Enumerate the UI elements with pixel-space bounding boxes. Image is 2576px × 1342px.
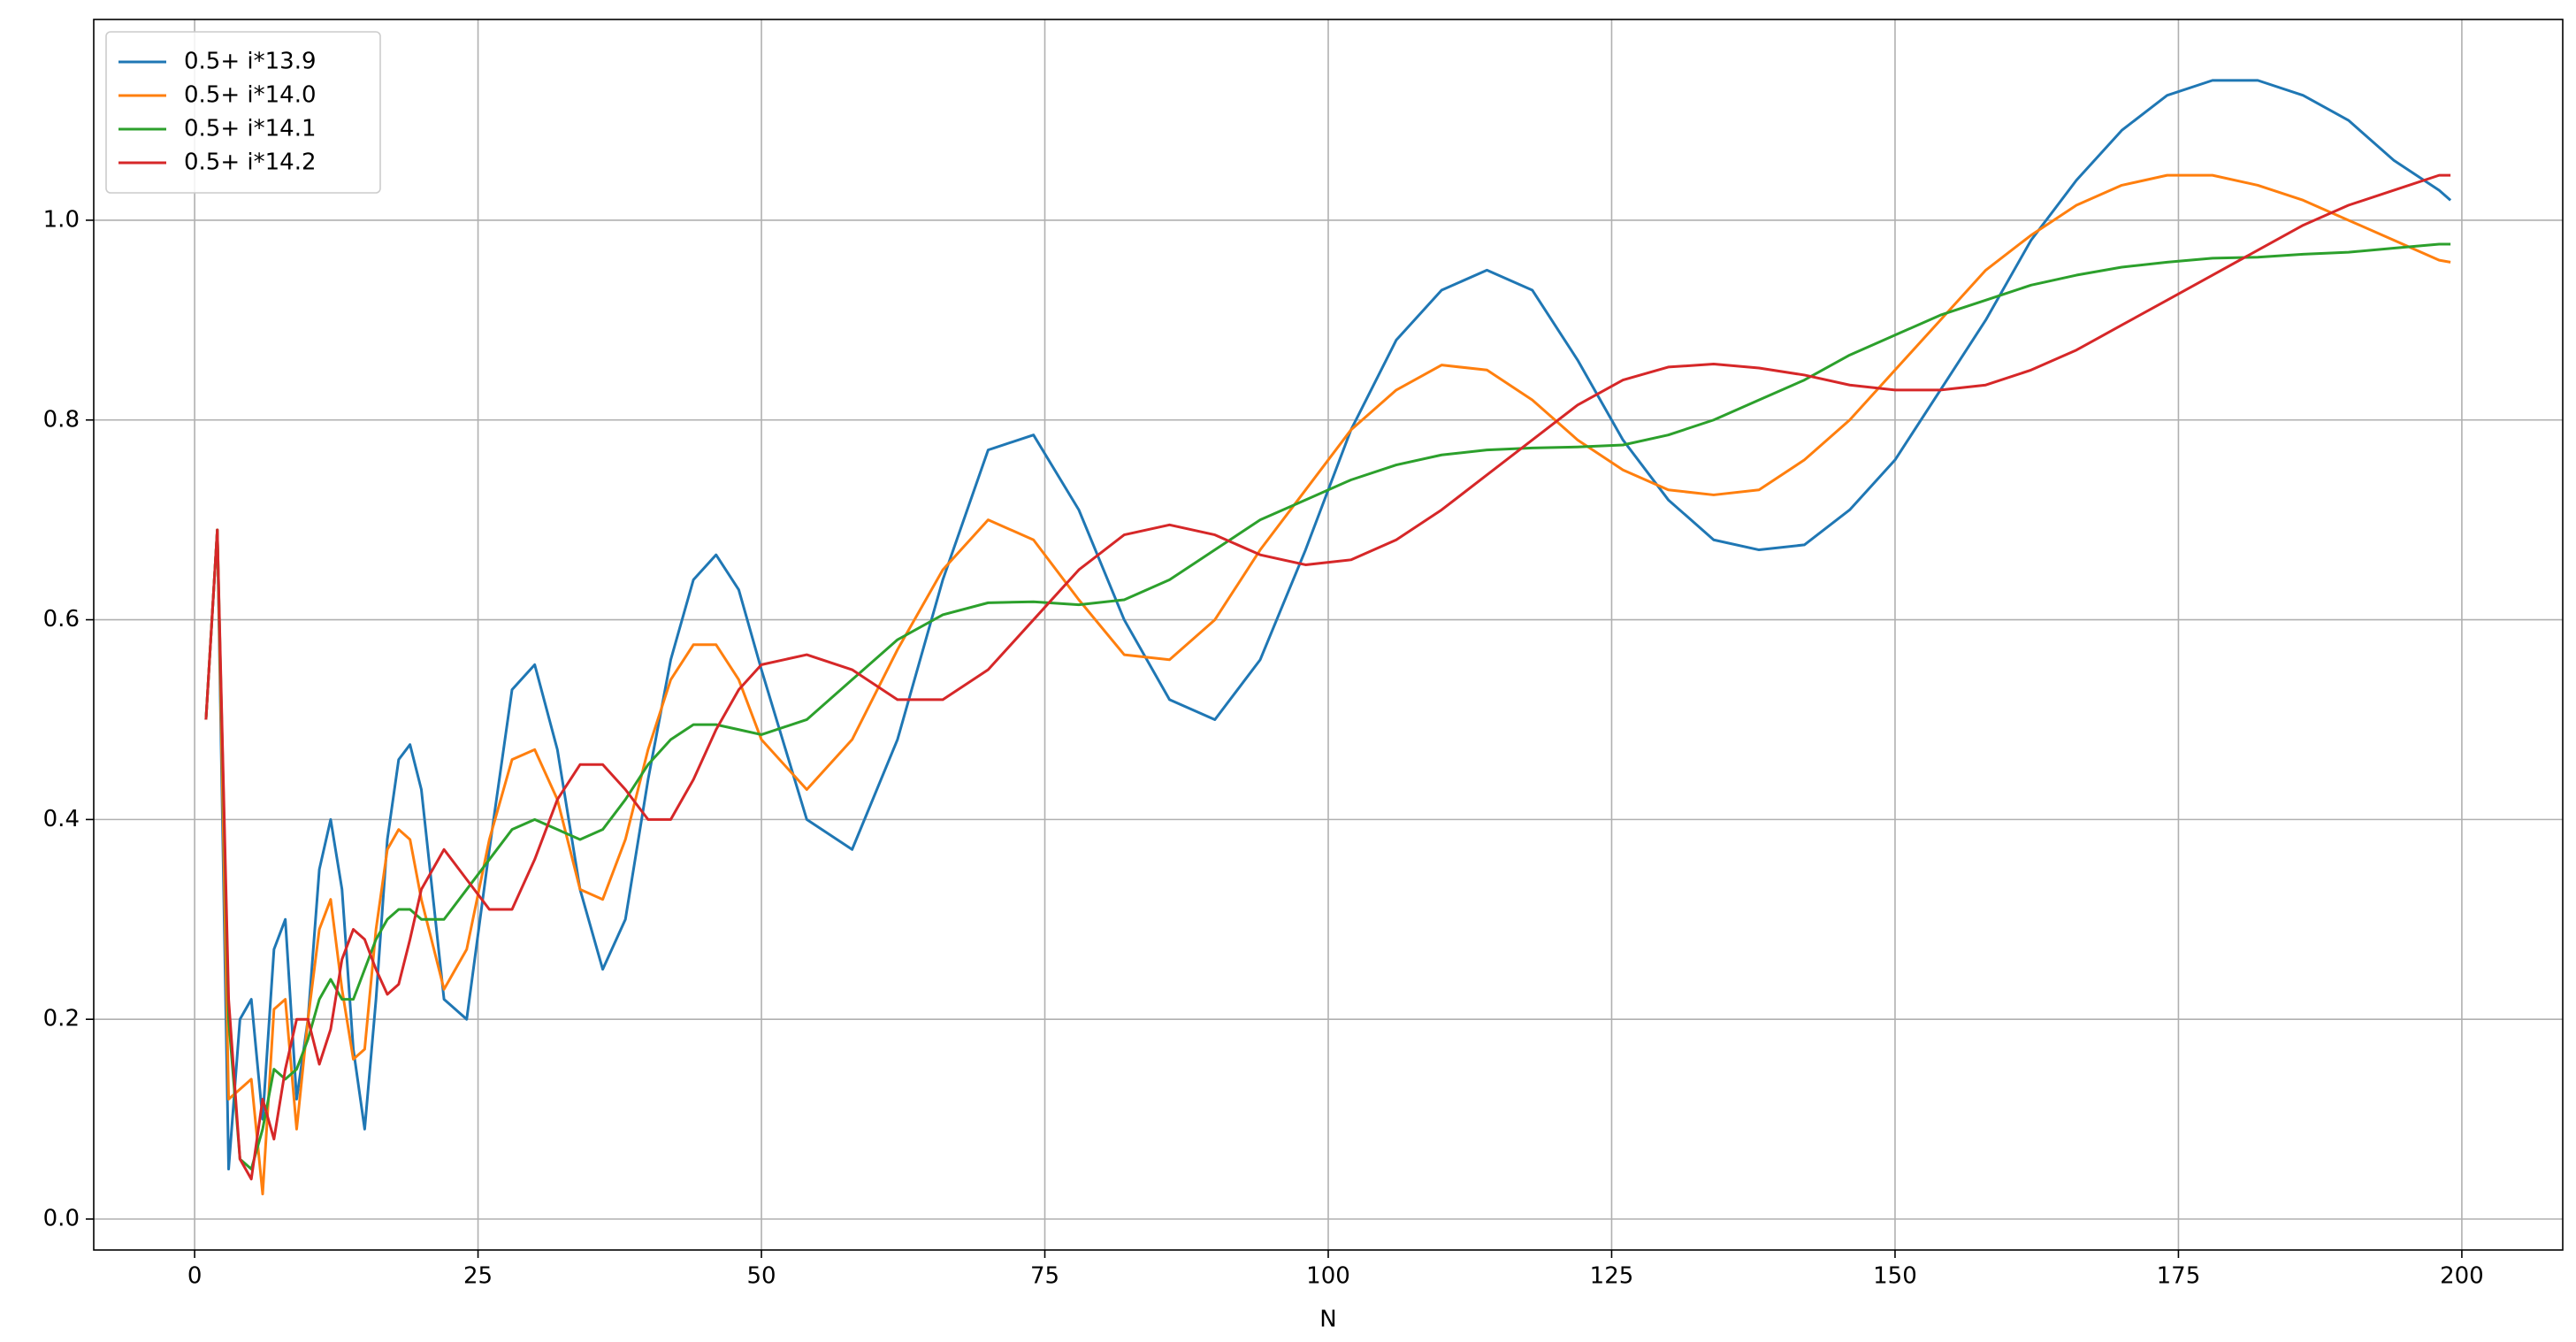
legend-label: 0.5+ i*13.9 — [184, 49, 317, 75]
legend-box — [105, 31, 381, 194]
x-tick-label: 50 — [746, 1263, 776, 1290]
legend-label: 0.5+ i*14.2 — [184, 150, 317, 176]
y-tick-label: 0.2 — [43, 1006, 80, 1032]
plot-frame — [93, 19, 2564, 1251]
x-tick-label: 100 — [1306, 1263, 1350, 1290]
x-tick-label: 125 — [1590, 1263, 1634, 1290]
y-tick-label: 1.0 — [43, 206, 80, 233]
y-tick-label: 0.6 — [43, 606, 80, 633]
data-line — [204, 242, 2451, 1171]
y-tick-label: 0.0 — [43, 1205, 80, 1231]
y-tick-label: 0.8 — [43, 406, 80, 433]
x-axis-label: N — [1319, 1307, 1336, 1333]
data-line — [204, 173, 2451, 1181]
x-tick-label: 175 — [2157, 1263, 2201, 1290]
x-tick-label: 0 — [187, 1263, 203, 1290]
x-tick-label: 200 — [2440, 1263, 2484, 1290]
y-tick-label: 0.4 — [43, 806, 80, 832]
legend-label: 0.5+ i*14.1 — [184, 116, 317, 142]
data-line — [204, 173, 2451, 1196]
legend-label: 0.5+ i*14.0 — [184, 82, 317, 109]
x-tick-label: 25 — [463, 1263, 493, 1290]
x-tick-label: 75 — [1030, 1263, 1059, 1290]
x-tick-label: 150 — [1873, 1263, 1917, 1290]
